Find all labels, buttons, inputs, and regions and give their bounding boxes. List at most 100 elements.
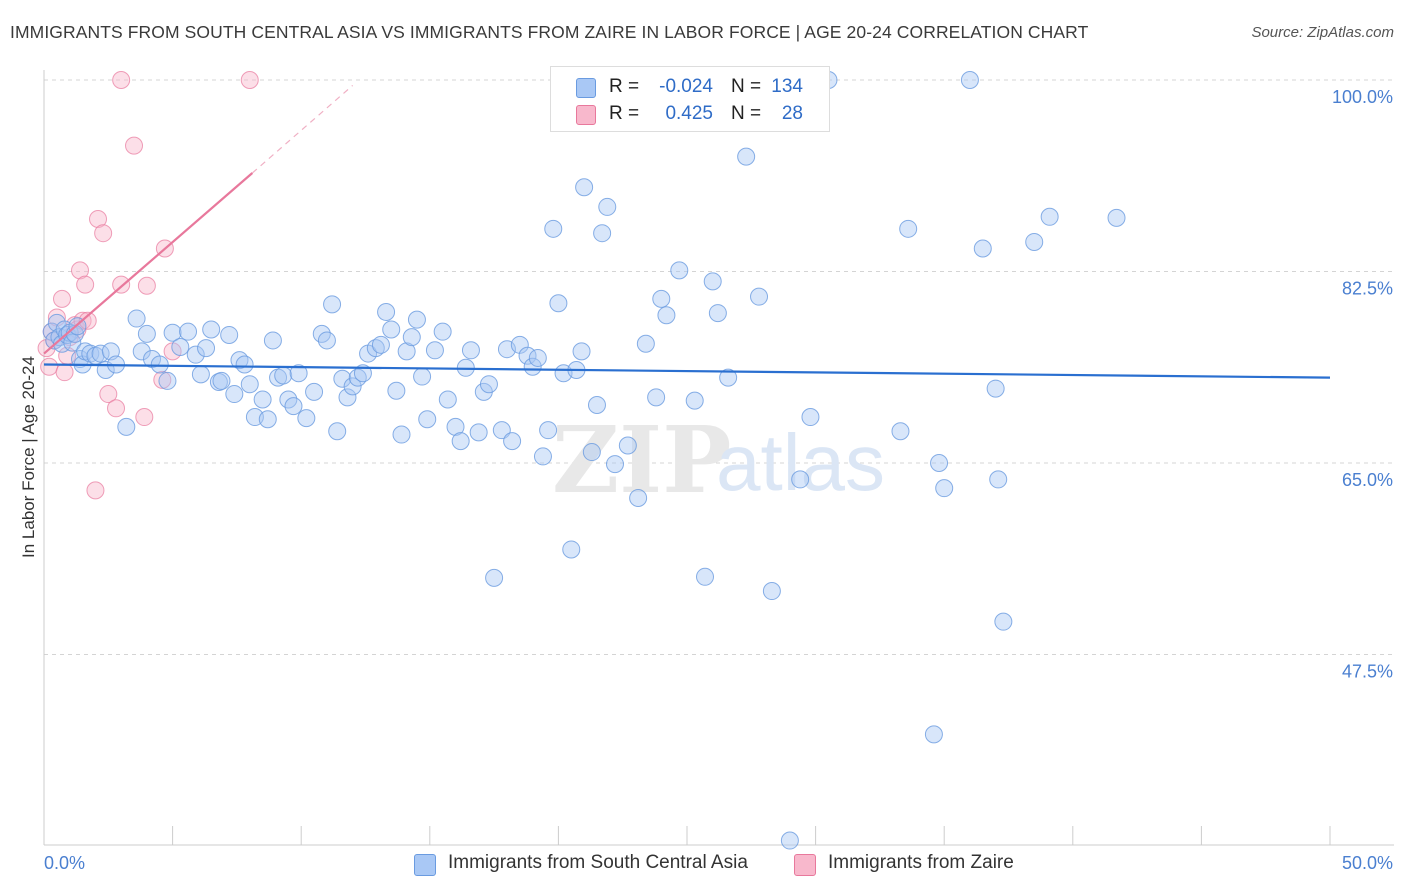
data-point-south-central-asia bbox=[333, 369, 352, 388]
data-point-south-central-asia bbox=[132, 342, 151, 361]
data-point-south-central-asia bbox=[801, 408, 820, 427]
data-point-zaire bbox=[240, 70, 259, 89]
bottom-legend-label: Immigrants from South Central Asia bbox=[448, 852, 748, 873]
data-point-south-central-asia bbox=[973, 239, 992, 258]
data-point-south-central-asia bbox=[618, 436, 637, 455]
data-point-south-central-asia bbox=[377, 302, 396, 321]
data-point-south-central-asia bbox=[179, 322, 198, 341]
data-point-south-central-asia bbox=[418, 410, 437, 429]
data-point-south-central-asia bbox=[528, 348, 547, 367]
data-point-zaire bbox=[125, 136, 144, 155]
bottom-legend-label: Immigrants from Zaire bbox=[828, 852, 1014, 873]
data-point-south-central-asia bbox=[762, 582, 781, 601]
data-point-south-central-asia bbox=[305, 382, 324, 401]
data-point-south-central-asia bbox=[685, 391, 704, 410]
data-point-south-central-asia bbox=[899, 219, 918, 238]
data-point-south-central-asia bbox=[629, 489, 648, 508]
data-point-zaire bbox=[137, 276, 156, 295]
data-point-south-central-asia bbox=[791, 470, 810, 489]
data-point-south-central-asia bbox=[382, 320, 401, 339]
data-point-south-central-asia bbox=[750, 287, 769, 306]
data-point-south-central-asia bbox=[387, 381, 406, 400]
data-point-south-central-asia bbox=[549, 294, 568, 313]
x-tick-label: 50.0% bbox=[1342, 853, 1393, 873]
x-tick-label: 0.0% bbox=[44, 853, 85, 873]
data-point-zaire bbox=[86, 481, 105, 500]
bottom-legend-swatch-pink bbox=[794, 854, 816, 876]
data-point-zaire bbox=[53, 289, 72, 308]
data-point-zaire bbox=[78, 311, 97, 330]
legend-n-value: 134 bbox=[771, 76, 803, 97]
data-point-south-central-asia bbox=[1040, 207, 1059, 226]
data-point-south-central-asia bbox=[924, 725, 943, 744]
data-point-south-central-asia bbox=[117, 417, 136, 436]
data-point-south-central-asia bbox=[220, 325, 239, 344]
data-point-south-central-asia bbox=[413, 367, 432, 386]
data-point-south-central-asia bbox=[575, 178, 594, 197]
y-tick-label: 47.5% bbox=[1342, 662, 1393, 682]
data-point-zaire bbox=[99, 385, 118, 404]
watermark-atlas: atlas bbox=[716, 418, 885, 507]
data-point-zaire bbox=[94, 224, 113, 243]
data-point-south-central-asia bbox=[989, 470, 1008, 489]
data-point-south-central-asia bbox=[544, 219, 563, 238]
data-point-south-central-asia bbox=[451, 432, 470, 451]
data-point-south-central-asia bbox=[657, 306, 676, 325]
bottom-legend-swatch-blue bbox=[414, 854, 436, 876]
data-point-south-central-asia bbox=[572, 342, 591, 361]
data-point-south-central-asia bbox=[371, 335, 390, 354]
data-point-south-central-asia bbox=[930, 454, 949, 472]
data-point-south-central-asia bbox=[366, 339, 385, 358]
y-tick-label: 82.5% bbox=[1342, 278, 1393, 298]
data-point-south-central-asia bbox=[1107, 208, 1126, 227]
data-point-south-central-asia bbox=[593, 224, 612, 243]
data-point-south-central-asia bbox=[719, 368, 738, 387]
series-zaire-points bbox=[37, 70, 259, 500]
data-point-south-central-asia bbox=[503, 432, 522, 451]
data-point-zaire bbox=[112, 275, 131, 294]
data-point-south-central-asia bbox=[317, 331, 336, 350]
data-point-south-central-asia bbox=[562, 540, 581, 559]
data-point-south-central-asia bbox=[297, 409, 316, 428]
data-point-south-central-asia bbox=[191, 365, 210, 384]
y-tick-label: 100.0% bbox=[1332, 87, 1393, 107]
data-point-south-central-asia bbox=[1025, 232, 1044, 251]
tick-labels: 47.5% 65.0% 82.5% 100.0% 0.0% 50.0% bbox=[44, 87, 1393, 873]
data-point-south-central-asia bbox=[479, 375, 498, 394]
data-point-south-central-asia bbox=[446, 417, 465, 436]
trend-lines bbox=[43, 85, 1331, 379]
data-point-south-central-asia bbox=[469, 423, 488, 442]
data-point-south-central-asia bbox=[225, 385, 244, 404]
data-point-south-central-asia bbox=[274, 366, 293, 385]
legend-r-value: 0.425 bbox=[665, 103, 713, 124]
data-point-south-central-asia bbox=[891, 422, 910, 441]
data-point-south-central-asia bbox=[258, 410, 277, 429]
trend-line-zaire-extension bbox=[251, 85, 354, 174]
data-point-south-central-asia bbox=[994, 612, 1013, 631]
data-point-south-central-asia bbox=[353, 364, 372, 383]
data-point-zaire bbox=[135, 408, 154, 427]
data-point-south-central-asia bbox=[407, 310, 426, 329]
data-point-south-central-asia bbox=[696, 567, 715, 586]
data-point-south-central-asia bbox=[737, 147, 756, 166]
chart-title: IMMIGRANTS FROM SOUTH CENTRAL ASIA VS IM… bbox=[10, 22, 1089, 42]
data-point-south-central-asia bbox=[202, 320, 221, 339]
y-tick-label: 65.0% bbox=[1342, 470, 1393, 490]
data-point-south-central-asia bbox=[539, 421, 558, 440]
data-point-south-central-asia bbox=[935, 479, 954, 498]
data-point-south-central-asia bbox=[461, 341, 480, 360]
data-point-south-central-asia bbox=[158, 371, 177, 390]
legend-swatch-pink bbox=[576, 105, 596, 125]
data-point-south-central-asia bbox=[343, 377, 362, 396]
data-point-zaire bbox=[76, 275, 95, 294]
legend-r-label: R = bbox=[609, 76, 640, 97]
data-point-south-central-asia bbox=[433, 322, 452, 341]
data-point-zaire bbox=[112, 70, 131, 89]
data-point-south-central-asia bbox=[240, 375, 259, 394]
legend-r-value: -0.024 bbox=[659, 76, 713, 97]
axes bbox=[43, 70, 1394, 846]
data-point-south-central-asia bbox=[485, 568, 504, 587]
watermark: ZIP atlas bbox=[552, 406, 885, 514]
data-point-south-central-asia bbox=[163, 323, 182, 342]
